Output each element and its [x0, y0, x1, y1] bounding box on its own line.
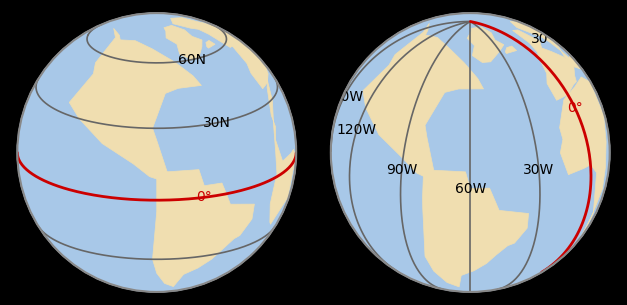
Text: 30: 30 — [531, 32, 549, 46]
Text: 120W: 120W — [337, 123, 377, 137]
Text: 0°: 0° — [567, 101, 582, 115]
Text: 90W: 90W — [386, 163, 418, 178]
Text: 30N: 30N — [203, 116, 231, 130]
Circle shape — [331, 13, 609, 292]
Text: 150W: 150W — [324, 90, 364, 104]
Text: 60W: 60W — [455, 181, 486, 196]
Circle shape — [18, 13, 296, 292]
Text: 60N: 60N — [177, 53, 206, 67]
Text: 30W: 30W — [524, 163, 554, 178]
Text: 0°: 0° — [196, 190, 213, 204]
